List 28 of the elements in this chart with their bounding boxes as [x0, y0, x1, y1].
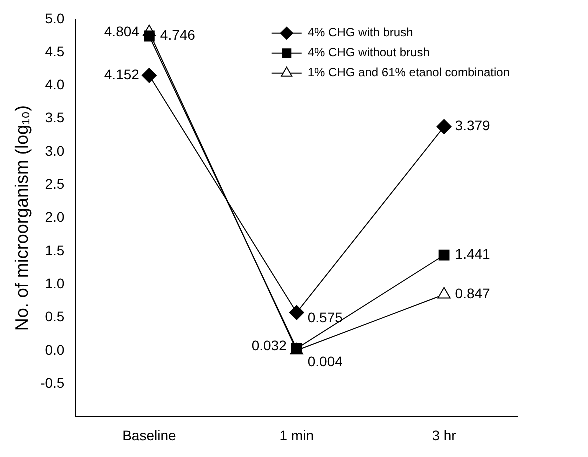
legend-label: 1% CHG and 61% etanol combination	[308, 66, 510, 80]
data-label: 0.575	[308, 310, 344, 326]
x-tick-label: 1 min	[280, 427, 314, 444]
y-tick-label: 0.0	[45, 342, 65, 358]
y-tick-label: 4.5	[45, 43, 65, 60]
legend-label: 4% CHG with brush	[308, 26, 414, 40]
y-axis-title: No. of microorganism (log₁₀)	[12, 105, 32, 332]
data-label: 0.032	[252, 338, 288, 354]
y-tick-label: 1.0	[45, 275, 65, 292]
y-tick-label: 3.5	[45, 110, 65, 126]
data-label: 4.746	[160, 27, 196, 44]
data-label: 4.152	[104, 66, 140, 82]
y-tick-label: 2.0	[45, 209, 65, 226]
y-tick-label: 4.0	[45, 76, 65, 93]
y-tick-label: 3.0	[45, 142, 65, 159]
y-tick-label: 2.5	[45, 176, 65, 192]
data-label: 3.379	[455, 118, 491, 134]
x-tick-label: 3 hr	[432, 427, 457, 444]
data-label: 0.004	[308, 353, 344, 370]
x-tick-label: Baseline	[122, 427, 176, 444]
data-label: 4.804	[104, 23, 140, 40]
y-tick-label: -0.5	[40, 374, 65, 391]
y-tick-label: 5.0	[45, 10, 65, 26]
y-tick-label: 0.5	[45, 308, 65, 325]
y-tick-label: 1.5	[45, 242, 65, 258]
legend-label: 4% CHG without brush	[308, 46, 430, 60]
data-label: 1.441	[455, 246, 491, 262]
data-label: 0.847	[455, 286, 491, 302]
